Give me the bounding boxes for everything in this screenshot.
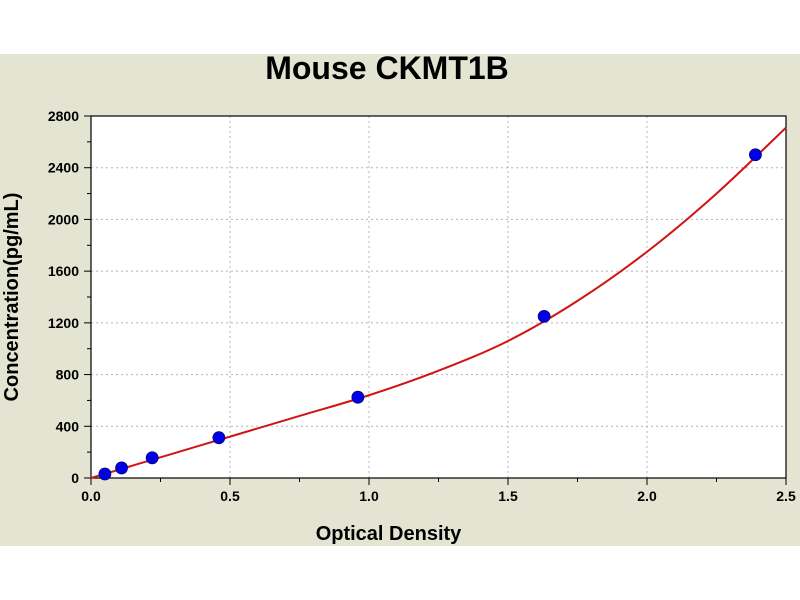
y-tick-label: 2400 bbox=[48, 160, 79, 176]
axis-ticks bbox=[84, 115, 787, 485]
x-tick-label: 1.0 bbox=[359, 488, 379, 504]
fit-curve-layer bbox=[90, 126, 787, 479]
fit-curve bbox=[90, 126, 787, 479]
chart-title: Mouse CKMT1B bbox=[265, 50, 509, 86]
x-axis-label: Optical Density bbox=[316, 523, 462, 545]
data-point bbox=[749, 148, 762, 162]
data-point bbox=[98, 467, 112, 481]
y-tick-label: 2800 bbox=[48, 108, 79, 124]
x-tick-label: 2.5 bbox=[776, 488, 796, 504]
y-axis-label: Concentration(pg/mL) bbox=[1, 193, 23, 402]
x-tick-label: 2.0 bbox=[637, 488, 657, 504]
y-tick-label: 1600 bbox=[48, 263, 79, 279]
data-points-layer bbox=[98, 148, 762, 481]
data-point bbox=[145, 451, 159, 465]
data-point bbox=[115, 461, 128, 475]
data-point bbox=[212, 431, 226, 445]
plot-area bbox=[91, 116, 786, 478]
data-point bbox=[537, 309, 551, 323]
y-tick-label: 800 bbox=[56, 367, 80, 383]
x-tick-label: 0.5 bbox=[220, 488, 240, 504]
y-tick-label: 0 bbox=[71, 470, 79, 486]
y-tick-label: 400 bbox=[56, 418, 80, 434]
tick-labels: 0.0 0.5 1.0 1.5 2.0 2.5 0 400 800 1200 1600 2000 240… bbox=[48, 108, 796, 504]
y-tick-label: 2000 bbox=[48, 211, 79, 227]
y-tick-label: 1200 bbox=[48, 315, 79, 331]
x-tick-label: 0.0 bbox=[81, 488, 101, 504]
data-point bbox=[351, 390, 365, 404]
grid-lines bbox=[91, 116, 786, 478]
x-tick-label: 1.5 bbox=[498, 488, 518, 504]
